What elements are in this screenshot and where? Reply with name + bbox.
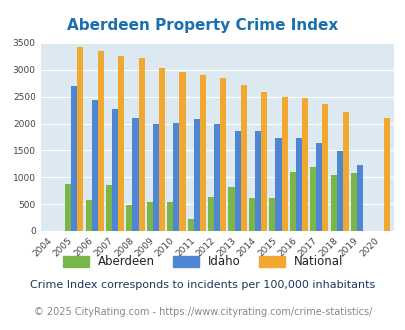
Bar (260, 92, 266, 231)
Bar (342, 112, 348, 231)
Bar (269, 198, 275, 231)
Bar (336, 151, 342, 231)
Bar (248, 198, 254, 231)
Bar (315, 143, 322, 231)
Bar (234, 130, 240, 231)
Text: © 2025 CityRating.com - https://www.cityrating.com/crime-statistics/: © 2025 CityRating.com - https://www.city… (34, 307, 371, 317)
Bar (295, 138, 301, 231)
Bar (187, 219, 193, 231)
Bar (71, 86, 77, 231)
Bar (322, 104, 328, 231)
Bar (228, 187, 234, 231)
Text: Crime Index corresponds to incidents per 100,000 inhabitants: Crime Index corresponds to incidents per… (30, 280, 375, 290)
Bar (153, 124, 159, 231)
Bar (126, 205, 132, 231)
Text: Aberdeen Property Crime Index: Aberdeen Property Crime Index (67, 18, 338, 33)
Bar (309, 167, 315, 231)
Bar (132, 118, 138, 231)
Bar (213, 124, 220, 231)
Bar (207, 197, 213, 231)
Bar (356, 165, 362, 231)
Bar (118, 56, 124, 231)
Bar (275, 138, 281, 231)
Bar (199, 75, 205, 231)
Bar (254, 131, 260, 231)
Bar (281, 97, 287, 231)
Bar (138, 58, 144, 231)
Bar (193, 119, 199, 231)
Bar (92, 100, 98, 231)
Bar (65, 184, 71, 231)
Bar (98, 51, 104, 231)
Bar (77, 47, 83, 231)
Bar (106, 185, 112, 231)
Bar (289, 172, 295, 231)
Bar (173, 123, 179, 231)
Bar (301, 98, 307, 231)
Bar (330, 175, 336, 231)
Bar (383, 117, 389, 231)
Bar (112, 109, 118, 231)
Bar (167, 202, 173, 231)
Bar (85, 200, 92, 231)
Bar (179, 73, 185, 231)
Bar (350, 173, 356, 231)
Bar (147, 202, 153, 231)
Bar (240, 85, 246, 231)
Bar (220, 78, 226, 231)
Bar (159, 68, 165, 231)
Legend: Aberdeen, Idaho, National: Aberdeen, Idaho, National (59, 252, 346, 272)
